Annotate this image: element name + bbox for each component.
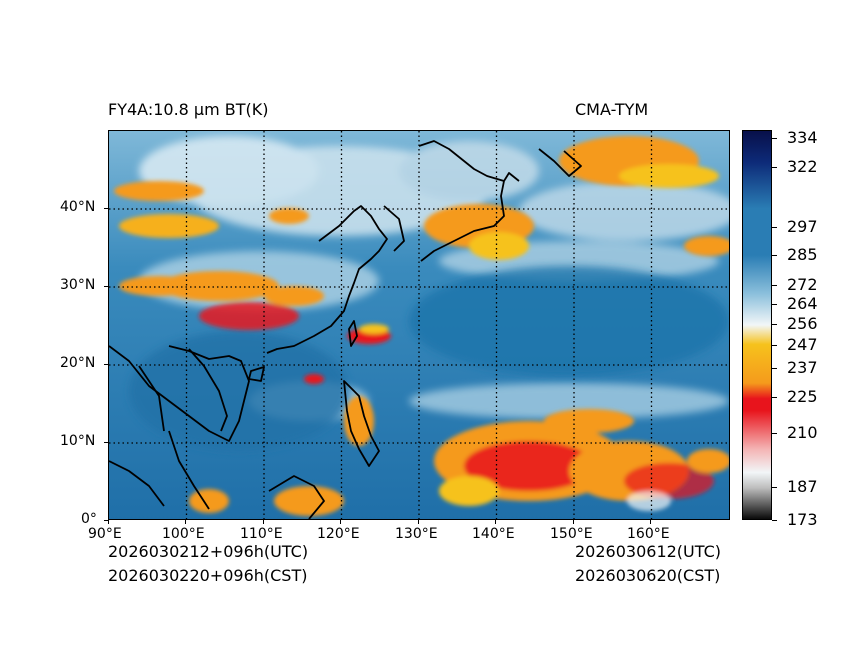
colorbar-tick-mark	[772, 433, 777, 434]
x-axis-tick-mark	[495, 520, 496, 524]
colorbar-label: 173	[787, 510, 818, 529]
colorbar-label: 256	[787, 314, 818, 333]
x-axis-tick-mark	[418, 520, 419, 524]
x-axis-tick-mark	[340, 520, 341, 524]
coastlines	[109, 140, 582, 519]
valid-time-cst: 2026030620(CST)	[575, 566, 721, 585]
x-axis-tick-mark	[263, 520, 264, 524]
colorbar-tick-mark	[772, 304, 777, 305]
colorbar-label: 247	[787, 335, 818, 354]
x-tick-label: 110°E	[240, 526, 283, 542]
colorbar-label: 272	[787, 275, 818, 294]
y-tick-label: 20°N	[60, 355, 96, 371]
map-title-right: CMA-TYM	[575, 100, 649, 119]
map-title-left: FY4A:10.8 µm BT(K)	[108, 100, 269, 119]
colorbar-tick-mark	[772, 345, 777, 346]
colorbar-label: 187	[787, 477, 818, 496]
y-axis-tick-mark	[104, 364, 108, 365]
y-axis-tick-mark	[104, 208, 108, 209]
map-canvas	[109, 131, 729, 519]
x-tick-label: 160°E	[627, 526, 670, 542]
y-axis-tick-mark	[104, 442, 108, 443]
init-time-cst: 2026030220+096h(CST)	[108, 566, 308, 585]
x-axis-tick-mark	[185, 520, 186, 524]
graticule	[109, 131, 729, 519]
colorbar-label: 210	[787, 423, 818, 442]
colorbar-tick-mark	[772, 368, 777, 369]
convective-clouds-south-china	[119, 271, 391, 384]
x-tick-label: 100°E	[162, 526, 205, 542]
x-tick-label: 90°E	[88, 526, 122, 542]
colorbar-tick-mark	[772, 138, 777, 139]
y-tick-label: 10°N	[60, 433, 96, 449]
colorbar-label: 322	[787, 157, 818, 176]
satellite-map	[108, 130, 730, 520]
x-axis-tick-mark	[650, 520, 651, 524]
x-axis-tick-mark	[573, 520, 574, 524]
y-tick-label: 30°N	[60, 277, 96, 293]
convective-clouds-north	[114, 136, 729, 260]
y-tick-label: 40°N	[60, 199, 96, 215]
x-tick-label: 130°E	[395, 526, 438, 542]
colorbar-tick-mark	[772, 520, 777, 521]
colorbar-label: 264	[787, 294, 818, 313]
brightness-temperature-colorbar	[742, 130, 772, 520]
colorbar-label: 285	[787, 245, 818, 264]
colorbar-label: 237	[787, 358, 818, 377]
init-time-utc: 2026030212+096h(UTC)	[108, 542, 309, 561]
colorbar-label: 334	[787, 128, 818, 147]
colorbar-tick-mark	[772, 227, 777, 228]
colorbar-tick-mark	[772, 487, 777, 488]
colorbar-tick-mark	[772, 324, 777, 325]
colorbar-label: 297	[787, 217, 818, 236]
colorbar-tick-mark	[772, 397, 777, 398]
valid-time-utc: 2026030612(UTC)	[575, 542, 721, 561]
colorbar-tick-mark	[772, 285, 777, 286]
x-tick-label: 120°E	[317, 526, 360, 542]
colorbar-tick-mark	[772, 255, 777, 256]
x-tick-label: 140°E	[472, 526, 515, 542]
y-axis-tick-mark	[104, 520, 108, 521]
x-tick-label: 150°E	[550, 526, 593, 542]
x-axis-tick-mark	[108, 520, 109, 524]
y-axis-tick-mark	[104, 286, 108, 287]
colorbar-label: 225	[787, 387, 818, 406]
y-tick-label: 0°	[81, 511, 97, 527]
clear-sky-region	[129, 266, 729, 451]
colorbar-tick-mark	[772, 167, 777, 168]
